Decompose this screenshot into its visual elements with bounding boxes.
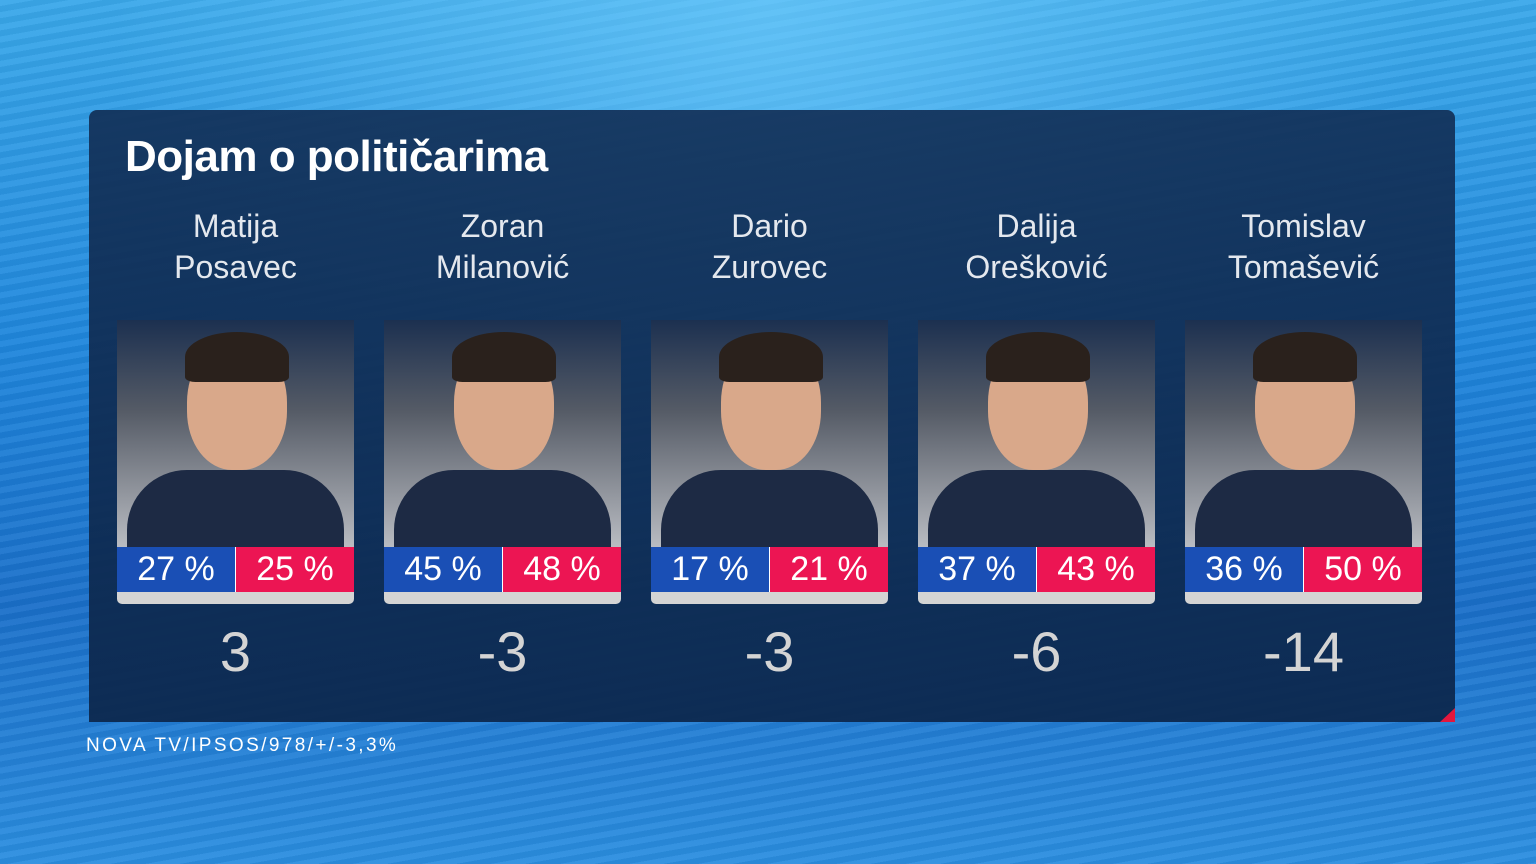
first-name: Dario [731, 208, 808, 244]
net-score: -6 [1011, 620, 1062, 683]
politician-photo [384, 320, 621, 547]
politician-photo [651, 320, 888, 547]
net-score: -3 [744, 620, 795, 683]
politician-photo [918, 320, 1155, 547]
positive-percent: 17 % [651, 547, 770, 592]
politician-name: Matija Posavec [87, 206, 384, 288]
positive-percent: 37 % [918, 547, 1037, 592]
negative-percent: 48 % [503, 547, 621, 592]
first-name: Dalija [996, 208, 1077, 244]
card-strip [117, 592, 354, 604]
last-name: Orešković [965, 249, 1108, 285]
card-strip [384, 592, 621, 604]
first-name: Matija [192, 208, 279, 244]
last-name: Tomašević [1227, 249, 1380, 285]
politician-photo [117, 320, 354, 547]
last-name: Posavec [174, 249, 297, 285]
positive-percent: 45 % [384, 547, 503, 592]
card-strip [918, 592, 1155, 604]
last-name: Milanović [435, 249, 570, 285]
politician-photo [1185, 320, 1422, 547]
net-score: -3 [477, 620, 528, 683]
positive-percent: 36 % [1185, 547, 1304, 592]
net-score: -14 [1263, 620, 1344, 683]
last-name: Zurovec [711, 249, 828, 285]
source-note: NOVA TV/IPSOS/978/+/-3,3% [86, 735, 399, 756]
politician-name: Dario Zurovec [621, 206, 918, 288]
card-strip [651, 592, 888, 604]
negative-percent: 43 % [1037, 547, 1155, 592]
negative-percent: 50 % [1304, 547, 1422, 592]
first-name: Zoran [460, 208, 545, 244]
politician-name: Tomislav Tomašević [1155, 206, 1452, 288]
negative-percent: 21 % [770, 547, 888, 592]
card-strip [1185, 592, 1422, 604]
positive-percent: 27 % [117, 547, 236, 592]
page-title: Dojam o političarima [125, 132, 548, 181]
politician-name: Zoran Milanović [354, 206, 651, 288]
negative-percent: 25 % [236, 547, 354, 592]
net-score: 3 [219, 620, 252, 683]
first-name: Tomislav [1241, 208, 1366, 244]
politician-name: Dalija Orešković [888, 206, 1185, 288]
